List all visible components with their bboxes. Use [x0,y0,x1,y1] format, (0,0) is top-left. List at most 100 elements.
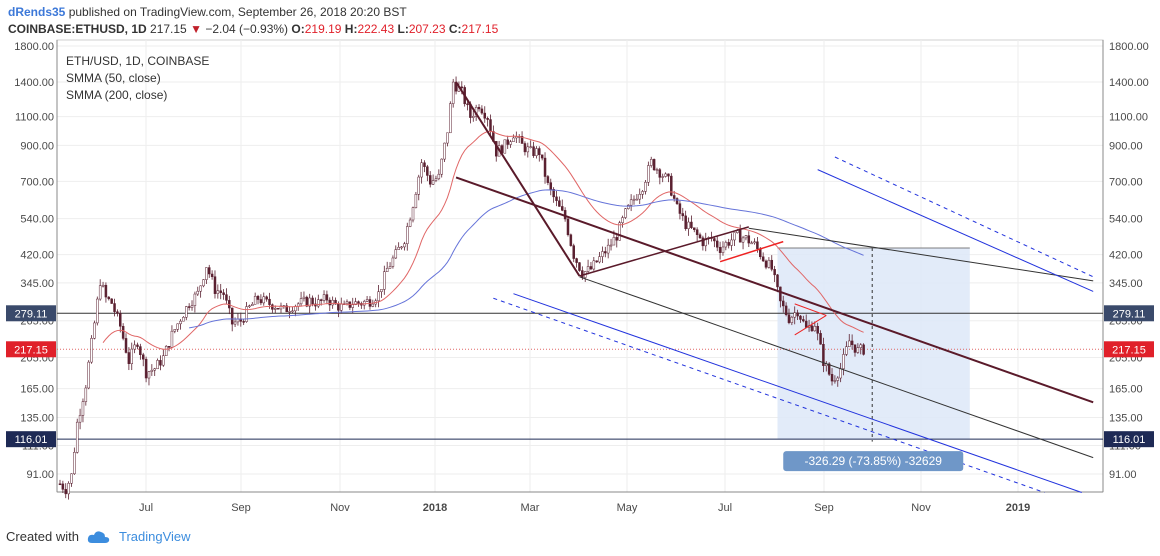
tradingview-cloud-icon [87,530,110,543]
candle-body [144,358,148,379]
candle-body [477,107,481,110]
candle-body [365,299,369,302]
candle-body [598,256,601,263]
candle-body [779,286,782,302]
candle-body [414,194,418,208]
flag-line-3 [794,303,827,316]
candle-body [107,296,111,300]
candle-body [693,227,696,230]
y-tick-label-left: 540.00 [20,214,54,226]
channel-lower-black [579,276,1094,459]
candle-body [848,340,851,347]
candle-body [64,489,67,495]
candle-body [443,142,446,160]
candle-body [538,148,541,156]
price-label-left: 279.11 [15,308,48,320]
candle-body [426,166,429,176]
candle-body [604,251,607,254]
created-with-label: Created with [6,529,79,544]
candle-body [248,305,251,308]
symbol-name: COINBASE:ETHUSD, 1D [8,22,147,36]
smma50-line [102,130,864,350]
candle-body [578,262,581,271]
candle-body [116,311,119,314]
candle-body [787,314,791,323]
tradingview-brand[interactable]: TradingView [118,529,191,544]
price-label-right: 279.11 [1113,308,1146,320]
candle-body [449,103,452,134]
candle-body [113,303,116,312]
measure-label-bg [783,451,964,472]
candle-body [621,217,624,223]
candle-body [98,285,102,300]
y-tick-label-left: 900.00 [20,140,54,152]
publisher-username[interactable]: dRends35 [8,5,66,19]
candle-body [245,306,248,322]
candle-body [136,344,139,347]
candle-body [121,326,125,339]
candle-body [162,355,165,366]
publisher-line: dRends35 published on TradingView.com, S… [8,4,498,21]
candle-body [764,260,768,268]
candle-body [262,296,266,304]
candle-body [446,132,449,144]
candle-body [802,319,805,322]
candle-body [187,306,191,308]
price-label-bg-right [1104,431,1154,448]
x-tick-label: Jul [139,502,153,514]
y-tick-label-right: 165.00 [1109,384,1143,396]
candle-body [394,249,398,259]
y-tick-label-left: 91.00 [26,469,54,481]
candle-body [216,290,220,294]
candle-body [713,238,716,242]
candle-body [810,325,814,332]
candle-body [790,316,794,323]
candle-body [532,146,535,156]
price-label-bg-right [1104,341,1154,358]
candle-body [276,307,280,310]
candle-body [784,305,788,315]
indicator-legend: ETH/USD, 1D, COINBASE SMMA (50, close) S… [66,53,209,104]
candle-body [509,141,512,145]
legend-smma200[interactable]: SMMA (200, close) [66,88,168,102]
candle-body [328,299,332,306]
candle-body [750,242,753,245]
candle-body [357,301,360,304]
candle-body [285,305,288,313]
y-tick-label-right: 540.00 [1109,214,1143,226]
candle-body [629,199,633,206]
candle-body [225,294,228,301]
candle-body [472,116,475,118]
candle-body [856,347,860,353]
candle-body [291,310,294,313]
candle-body [87,361,90,389]
candle-body [159,360,162,366]
candle-body [274,307,277,310]
y-tick-label-right: 1400.00 [1109,77,1149,89]
candle-body [156,360,159,370]
candle-body [265,296,268,300]
legend-smma50[interactable]: SMMA (50, close) [66,71,161,85]
candle-body [781,300,785,307]
candle-body [417,176,420,195]
candle-body [78,415,82,423]
candle-body [219,290,222,293]
candle-body [684,215,687,229]
candle-body [164,346,168,356]
high-label: H: [344,22,358,36]
candle-body [67,483,70,495]
candle-body [845,346,848,355]
high-value: 222.43 [357,22,395,36]
candle-body [526,146,530,153]
candle-body [70,473,73,484]
candle-body [624,208,627,218]
candle-body [345,301,349,304]
candle-body [753,241,756,244]
x-tick-label: Mar [521,502,540,514]
candle-body [207,267,211,275]
candle-body [480,108,484,114]
candle-body [770,259,774,270]
candle-body [827,363,831,375]
candle-body [701,237,705,247]
